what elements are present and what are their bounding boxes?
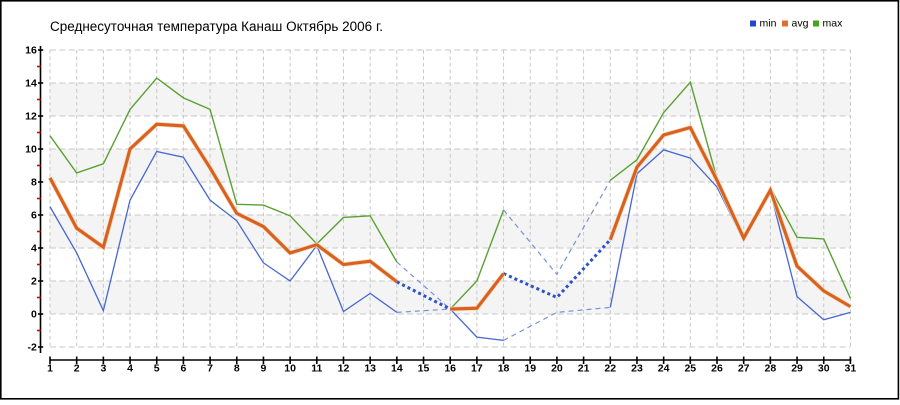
svg-text:11: 11 (311, 362, 322, 374)
svg-text:avg: avg (792, 18, 809, 30)
svg-text:5: 5 (154, 362, 160, 374)
svg-text:13: 13 (364, 362, 376, 374)
svg-text:23: 23 (631, 362, 643, 374)
svg-text:8: 8 (234, 362, 240, 374)
svg-text:min: min (760, 18, 777, 30)
svg-text:26: 26 (711, 362, 723, 374)
svg-text:3: 3 (100, 362, 106, 374)
svg-text:30: 30 (818, 362, 830, 374)
svg-text:14: 14 (391, 362, 403, 374)
svg-text:1: 1 (47, 362, 53, 374)
svg-text:max: max (823, 18, 844, 30)
svg-text:2: 2 (74, 362, 80, 374)
svg-text:25: 25 (684, 362, 696, 374)
svg-text:12: 12 (338, 362, 350, 374)
svg-text:4: 4 (31, 243, 37, 255)
svg-text:29: 29 (791, 362, 803, 374)
svg-text:31: 31 (845, 362, 857, 374)
svg-text:12: 12 (25, 111, 37, 123)
svg-text:0: 0 (31, 309, 37, 321)
svg-text:Среднесуточная температура Кан: Среднесуточная температура Канаш Октябрь… (50, 19, 383, 34)
svg-text:2: 2 (31, 276, 37, 288)
svg-text:20: 20 (551, 362, 563, 374)
svg-text:19: 19 (524, 362, 536, 374)
svg-text:4: 4 (127, 362, 133, 374)
svg-text:14: 14 (25, 78, 37, 90)
svg-text:21: 21 (578, 362, 590, 374)
svg-text:27: 27 (738, 362, 750, 374)
svg-text:9: 9 (261, 362, 267, 374)
svg-text:6: 6 (180, 362, 186, 374)
svg-text:10: 10 (284, 362, 296, 374)
svg-text:22: 22 (604, 362, 616, 374)
svg-text:16: 16 (25, 45, 37, 57)
svg-text:7: 7 (207, 362, 213, 374)
svg-text:8: 8 (31, 177, 37, 189)
svg-text:28: 28 (765, 362, 777, 374)
svg-text:10: 10 (25, 144, 37, 156)
svg-text:17: 17 (471, 362, 483, 374)
svg-text:18: 18 (498, 362, 510, 374)
svg-text:-2: -2 (27, 342, 36, 354)
svg-text:15: 15 (418, 362, 430, 374)
svg-text:16: 16 (444, 362, 456, 374)
svg-text:24: 24 (658, 362, 670, 374)
svg-text:6: 6 (31, 210, 37, 222)
